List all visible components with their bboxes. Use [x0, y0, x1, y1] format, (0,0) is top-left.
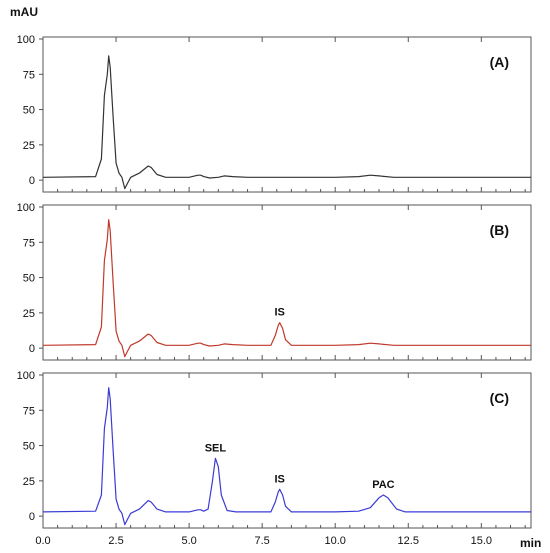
- x-tick-label: 2.5: [108, 535, 123, 547]
- y-tick-label: 75: [23, 405, 35, 417]
- plot-frame: [42, 372, 532, 529]
- y-tick-label: 100: [17, 34, 35, 46]
- panel-label: (B): [490, 222, 509, 238]
- y-tick-label: 100: [17, 370, 35, 382]
- y-tick-label: 75: [23, 237, 35, 249]
- x-tick-label: 0.0: [35, 535, 50, 547]
- chart-panel: 0 25 50 75 100 (B) IS: [17, 202, 532, 361]
- plot-frame: [42, 36, 532, 193]
- peak-label: IS: [274, 473, 284, 485]
- chromatogram-trace: [42, 387, 531, 526]
- x-tick-label: 10.0: [325, 535, 346, 547]
- chromatogram-trace: [42, 55, 531, 190]
- panel-label: (C): [490, 390, 509, 406]
- y-tick-label: 0: [29, 343, 35, 355]
- x-tick-label: 15.0: [471, 535, 492, 547]
- chromatogram-trace: [42, 219, 531, 358]
- y-tick-label: 50: [23, 273, 35, 285]
- y-tick-label: 0: [29, 175, 35, 187]
- y-tick-label: 25: [23, 140, 35, 152]
- peak-label: IS: [274, 307, 284, 319]
- chart-panel: 0 25 50 75 100 (C) SEL IS PAC: [17, 370, 532, 529]
- y-tick-label: 25: [23, 308, 35, 320]
- peak-label: PAC: [372, 479, 394, 491]
- y-unit-label: mAU: [10, 5, 38, 19]
- x-tick-label: 7.5: [255, 535, 270, 547]
- x-tick-label: 12.5: [398, 535, 419, 547]
- x-unit-label: min: [520, 536, 541, 550]
- plot-frame: [42, 204, 532, 361]
- y-tick-label: 50: [23, 105, 35, 117]
- y-tick-label: 75: [23, 69, 35, 81]
- chromatogram-panels: 0 25 50 75 100 (A) 0 25 50 75 100 (B) IS 0 25 50 75 100 (C…: [17, 34, 532, 547]
- y-tick-label: 50: [23, 441, 35, 453]
- peak-label: SEL: [205, 442, 227, 454]
- y-tick-label: 100: [17, 202, 35, 214]
- panel-label: (A): [490, 54, 509, 70]
- y-tick-label: 0: [29, 511, 35, 523]
- x-tick-label: 5.0: [181, 535, 196, 547]
- chart-panel: 0 25 50 75 100 (A): [17, 34, 532, 193]
- y-tick-label: 25: [23, 476, 35, 488]
